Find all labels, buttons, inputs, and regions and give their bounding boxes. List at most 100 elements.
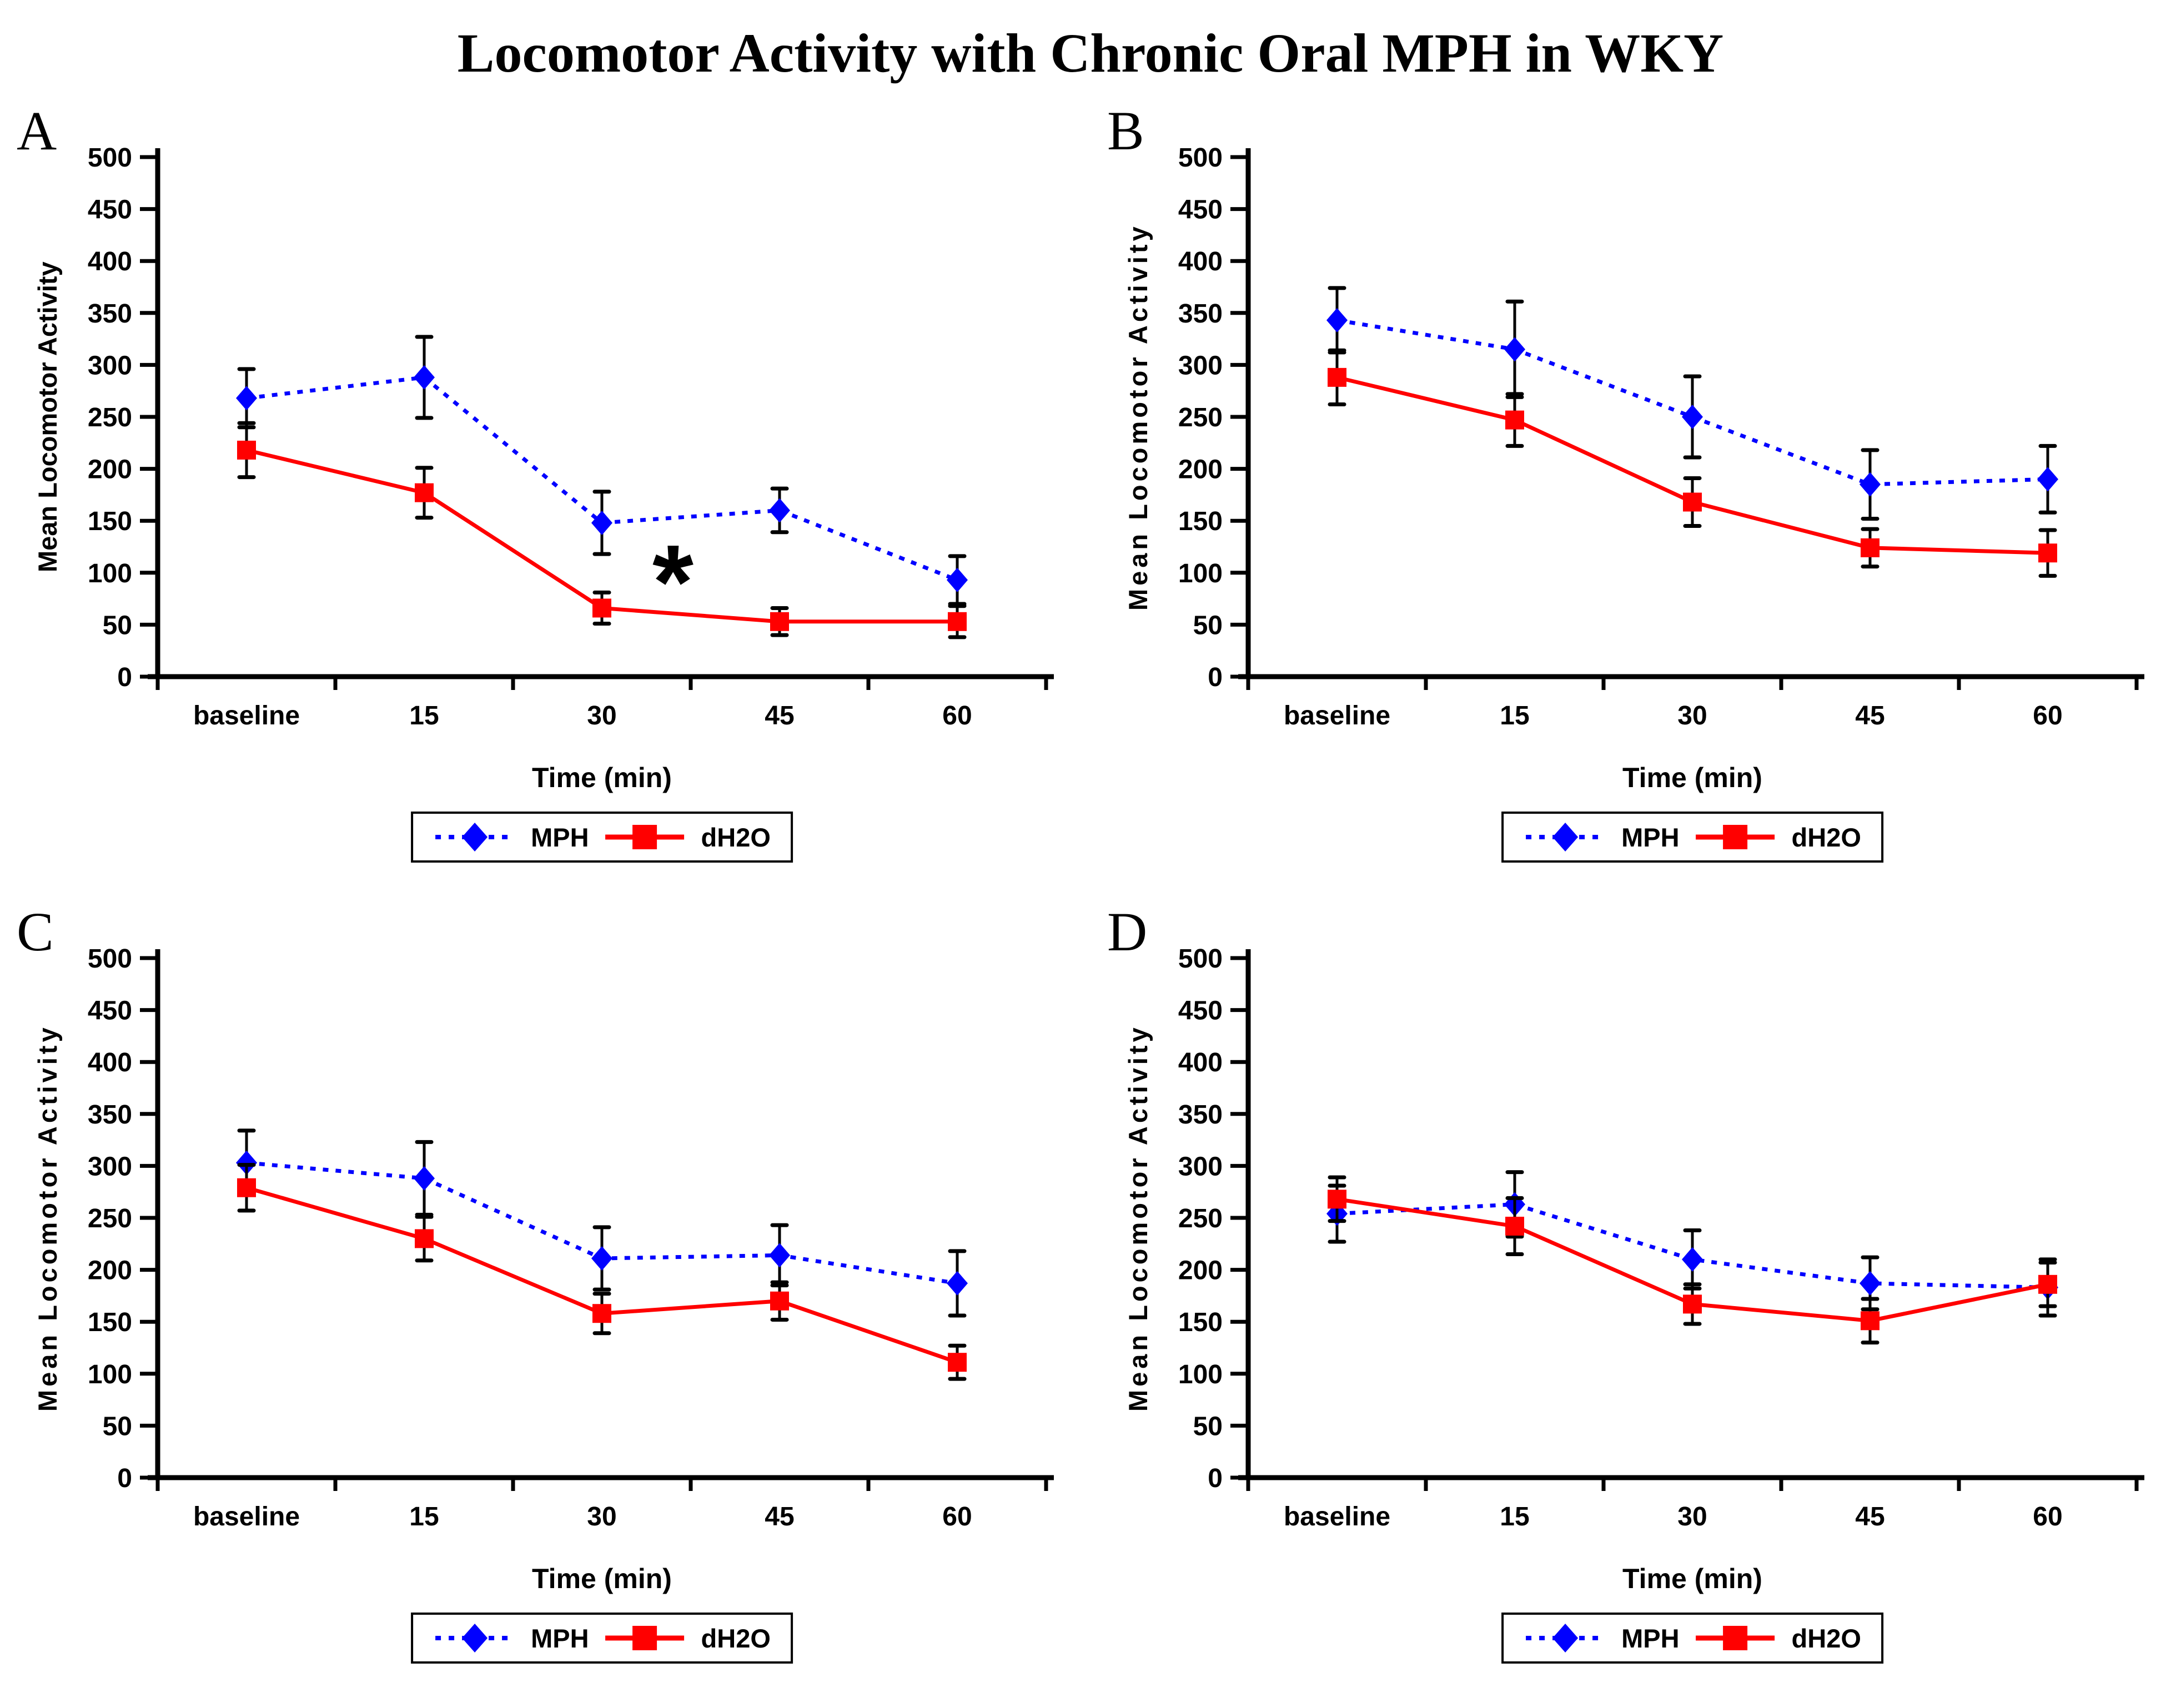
chart-canvas-D: 0 50 100 150 200 250 300 350 400 450 500 baseline 15… [1178, 944, 2144, 1531]
series-dH2O [1328, 348, 2057, 578]
significance-asterisk: * [652, 523, 694, 641]
marker-square [2038, 1274, 2057, 1294]
series-MPH [1326, 286, 2058, 521]
y-tick-label: 450 [88, 195, 132, 225]
panel-A: A Mean Locomotor Activity 0 50 100 150 200 25… [0, 100, 1090, 906]
x-tick-label: baseline [1284, 701, 1390, 730]
y-tick-label: 100 [1178, 559, 1223, 588]
y-tick-label: 400 [88, 247, 132, 276]
panel-grid: A Mean Locomotor Activity 0 50 100 150 200 25… [0, 100, 2181, 1707]
y-tick-label: 200 [88, 455, 132, 485]
mph-series-icon [433, 819, 516, 855]
tick-labels: 0 50 100 150 200 250 300 350 400 450 500 baseline 15… [88, 143, 972, 730]
series-MPH [236, 1128, 968, 1318]
y-tick-label: 200 [88, 1256, 132, 1286]
legend-label-dh2o: dH2O [701, 822, 771, 852]
x-tick-label: 15 [1500, 701, 1529, 730]
y-tick-label: 500 [88, 944, 132, 974]
marker-square [948, 1353, 967, 1372]
series-line [246, 375, 958, 582]
axes [140, 148, 1054, 690]
marker-diamond [591, 510, 612, 535]
dh2o-series-icon [1694, 819, 1777, 855]
y-tick-label: 300 [1178, 1152, 1223, 1181]
y-tick-label: 50 [1193, 611, 1223, 640]
marker-square [1328, 367, 1346, 387]
y-tick-label: 400 [88, 1048, 132, 1077]
y-tick-label: 250 [1178, 1204, 1223, 1233]
marker-square [592, 1304, 611, 1323]
y-tick-label: 150 [88, 507, 132, 536]
y-tick-label: 100 [1178, 1360, 1223, 1389]
mph-series-icon [433, 1620, 516, 1656]
x-tick-label: 45 [765, 701, 794, 730]
y-tick-label: 250 [88, 403, 132, 432]
legend-label-dh2o: dH2O [1791, 822, 1861, 852]
legend: MPH dH2O [411, 1613, 793, 1664]
legend-label-mph: MPH [1621, 1623, 1680, 1653]
legend-label-dh2o: dH2O [701, 1623, 771, 1653]
x-tick-label: 30 [1677, 701, 1707, 730]
dh2o-series-icon [604, 1620, 687, 1656]
y-tick-label: 50 [103, 1412, 132, 1441]
legend-label-dh2o: dH2O [1791, 1623, 1861, 1653]
marker-square [1861, 538, 1880, 557]
marker-diamond [1682, 405, 1703, 429]
marker-square [1683, 1294, 1702, 1314]
y-tick-label: 300 [1178, 351, 1223, 380]
marker-square [770, 612, 789, 631]
y-tick-label: 0 [1208, 1464, 1223, 1493]
dh2o-series-icon [1694, 1620, 1777, 1656]
x-tick-label: 45 [1855, 701, 1884, 730]
marker-square [237, 440, 256, 460]
series-dH2O [237, 1163, 967, 1381]
x-tick-label: 15 [409, 701, 439, 730]
marker-diamond [236, 386, 257, 411]
y-tick-label: 250 [88, 1204, 132, 1233]
x-axis-title: Time (min) [1622, 762, 1762, 793]
marker-square [1328, 1190, 1346, 1209]
series-line [1336, 318, 2048, 487]
axes [1230, 949, 2144, 1491]
series-line [1336, 1202, 2048, 1289]
x-tick-label: 30 [1677, 1502, 1707, 1531]
legend: MPH dH2O [411, 812, 793, 863]
marker-square [1683, 492, 1702, 512]
y-tick-label: 350 [1178, 299, 1223, 329]
marker-square [592, 598, 611, 618]
marker-diamond [947, 1271, 968, 1296]
y-tick-label: 350 [88, 1100, 132, 1130]
panel-C: C Mean Locomotor Activity 0 50 100 150 200 25… [0, 901, 1090, 1707]
marker-diamond [591, 1246, 612, 1271]
marker-diamond [1326, 308, 1348, 332]
tick-labels: 0 50 100 150 200 250 300 350 400 450 500 baseline 15… [1178, 944, 2063, 1531]
y-tick-label: 300 [88, 1152, 132, 1181]
marker-square [415, 1229, 434, 1248]
series-dH2O [1328, 1175, 2057, 1345]
panel-letter-C: C [17, 901, 54, 963]
marker-diamond [236, 1150, 257, 1175]
x-tick-label: baseline [193, 701, 300, 730]
panel-letter-B: B [1107, 100, 1144, 162]
y-tick-label: 100 [88, 1360, 132, 1389]
marker-square [1861, 1311, 1880, 1331]
marker-diamond [1682, 1247, 1703, 1272]
series-MPH [236, 335, 968, 606]
legend: MPH dH2O [1501, 1613, 1883, 1664]
marker-diamond [1504, 337, 1525, 362]
tick-labels: 0 50 100 150 200 250 300 350 400 450 500 baseline 15… [1178, 143, 2063, 730]
marker-square [1505, 410, 1524, 430]
y-tick-label: 100 [88, 559, 132, 588]
marker-square [415, 483, 434, 502]
chart-canvas-A: 0 50 100 150 200 250 300 350 400 450 500 baseline 15… [88, 143, 1054, 730]
x-axis-title: Time (min) [532, 1563, 672, 1594]
axes [1230, 148, 2144, 690]
x-tick-label: 60 [2033, 701, 2062, 730]
chart-canvas-B: 0 50 100 150 200 250 300 350 400 450 500 baseline 15… [1178, 143, 2144, 730]
panel-letter-D: D [1107, 901, 1148, 963]
y-tick-label: 50 [1193, 1412, 1223, 1441]
y-tick-label: 500 [1178, 143, 1223, 173]
y-tick-label: 200 [1178, 455, 1223, 485]
marker-diamond [769, 498, 790, 523]
